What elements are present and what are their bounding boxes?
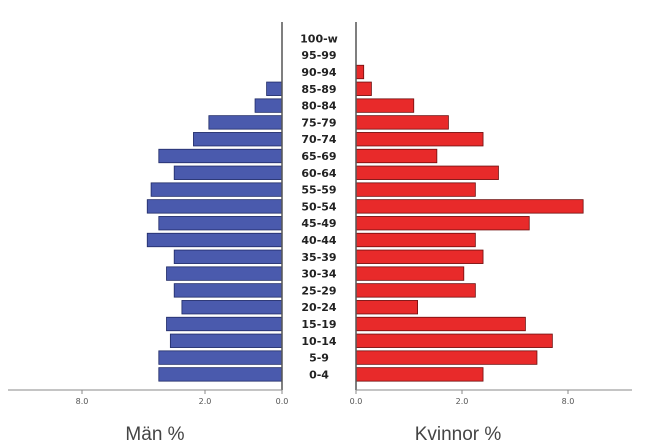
- male-bar-80-84: [254, 98, 283, 113]
- male-bar-85-89: [266, 81, 283, 96]
- age-label-40-44: 40-44: [301, 234, 337, 247]
- x-ticks: 8.0 2.0 0.0 0.0 2.0 8.0: [76, 390, 575, 406]
- age-label-75-79: 75-79: [301, 116, 336, 129]
- age-label-50-54: 50-54: [301, 200, 337, 213]
- female-bar-40-44: [355, 232, 476, 248]
- female-bars: [355, 64, 584, 382]
- axes: [8, 22, 632, 391]
- age-label-5-9: 5-9: [309, 352, 329, 365]
- x-tick-label-right: 0.0: [350, 397, 363, 406]
- male-bar-65-69: [158, 148, 283, 164]
- female-bar-80-84: [355, 98, 415, 113]
- male-bar-25-29: [173, 283, 283, 298]
- age-label-0-4: 0-4: [309, 368, 329, 381]
- x-tick-label-right: 8.0: [562, 397, 575, 406]
- female-bar-70-74: [355, 132, 484, 147]
- age-label-65-69: 65-69: [301, 150, 336, 163]
- male-bar-30-34: [166, 266, 283, 281]
- age-label-80-84: 80-84: [301, 100, 337, 113]
- x-tick-label-right: 2.0: [456, 397, 469, 406]
- age-label-55-59: 55-59: [301, 184, 336, 197]
- female-bar-75-79: [355, 115, 449, 130]
- age-label-15-19: 15-19: [301, 318, 336, 331]
- age-label-20-24: 20-24: [301, 301, 337, 314]
- x-axis-title-right: Kvinnor %: [415, 424, 502, 445]
- x-tick-label-left: 8.0: [76, 397, 89, 406]
- age-label-85-89: 85-89: [301, 83, 336, 96]
- age-labels: 0-4 5-9 10-14 15-19 20-24 25-29 30-34 35-39 40-4…: [300, 32, 338, 381]
- female-bar-45-49: [355, 216, 530, 231]
- female-bar-15-19: [355, 316, 526, 332]
- age-label-35-39: 35-39: [301, 251, 336, 264]
- x-tick-label-left: 2.0: [199, 397, 212, 406]
- female-bar-85-89: [355, 81, 372, 96]
- female-bar-5-9: [355, 350, 538, 365]
- male-bar-5-9: [158, 350, 283, 365]
- male-bar-20-24: [181, 300, 283, 315]
- male-bar-45-49: [158, 216, 283, 231]
- male-bar-60-64: [173, 165, 283, 180]
- female-bar-60-64: [355, 165, 499, 180]
- male-bar-75-79: [208, 115, 283, 130]
- female-bar-25-29: [355, 283, 476, 298]
- male-bar-40-44: [146, 232, 283, 248]
- female-bar-0-4: [355, 367, 484, 382]
- age-label-45-49: 45-49: [301, 217, 336, 230]
- x-tick-label-left: 0.0: [276, 397, 289, 406]
- age-label-95-99: 95-99: [301, 49, 336, 62]
- female-bar-10-14: [355, 333, 553, 348]
- male-bar-55-59: [150, 182, 283, 197]
- age-label-25-29: 25-29: [301, 284, 336, 297]
- male-bar-10-14: [169, 333, 283, 348]
- female-bar-35-39: [355, 249, 484, 264]
- male-bar-70-74: [193, 132, 283, 147]
- male-bar-50-54: [146, 199, 283, 214]
- male-bar-35-39: [173, 249, 283, 264]
- age-label-60-64: 60-64: [301, 167, 337, 180]
- age-label-90-94: 90-94: [301, 66, 337, 79]
- male-bar-0-4: [158, 367, 283, 382]
- age-label-30-34: 30-34: [301, 268, 337, 281]
- female-bar-30-34: [355, 266, 465, 281]
- age-label-10-14: 10-14: [301, 335, 337, 348]
- male-bar-15-19: [166, 316, 283, 332]
- female-bar-65-69: [355, 148, 438, 164]
- female-bar-55-59: [355, 182, 476, 197]
- female-bar-90-94: [355, 64, 365, 80]
- male-bars: [146, 81, 283, 382]
- female-bar-20-24: [355, 300, 418, 315]
- female-bar-50-54: [355, 199, 584, 214]
- age-label-100-w: 100-w: [300, 32, 338, 45]
- age-label-70-74: 70-74: [301, 133, 337, 146]
- x-axis-title-left: Män %: [125, 424, 184, 445]
